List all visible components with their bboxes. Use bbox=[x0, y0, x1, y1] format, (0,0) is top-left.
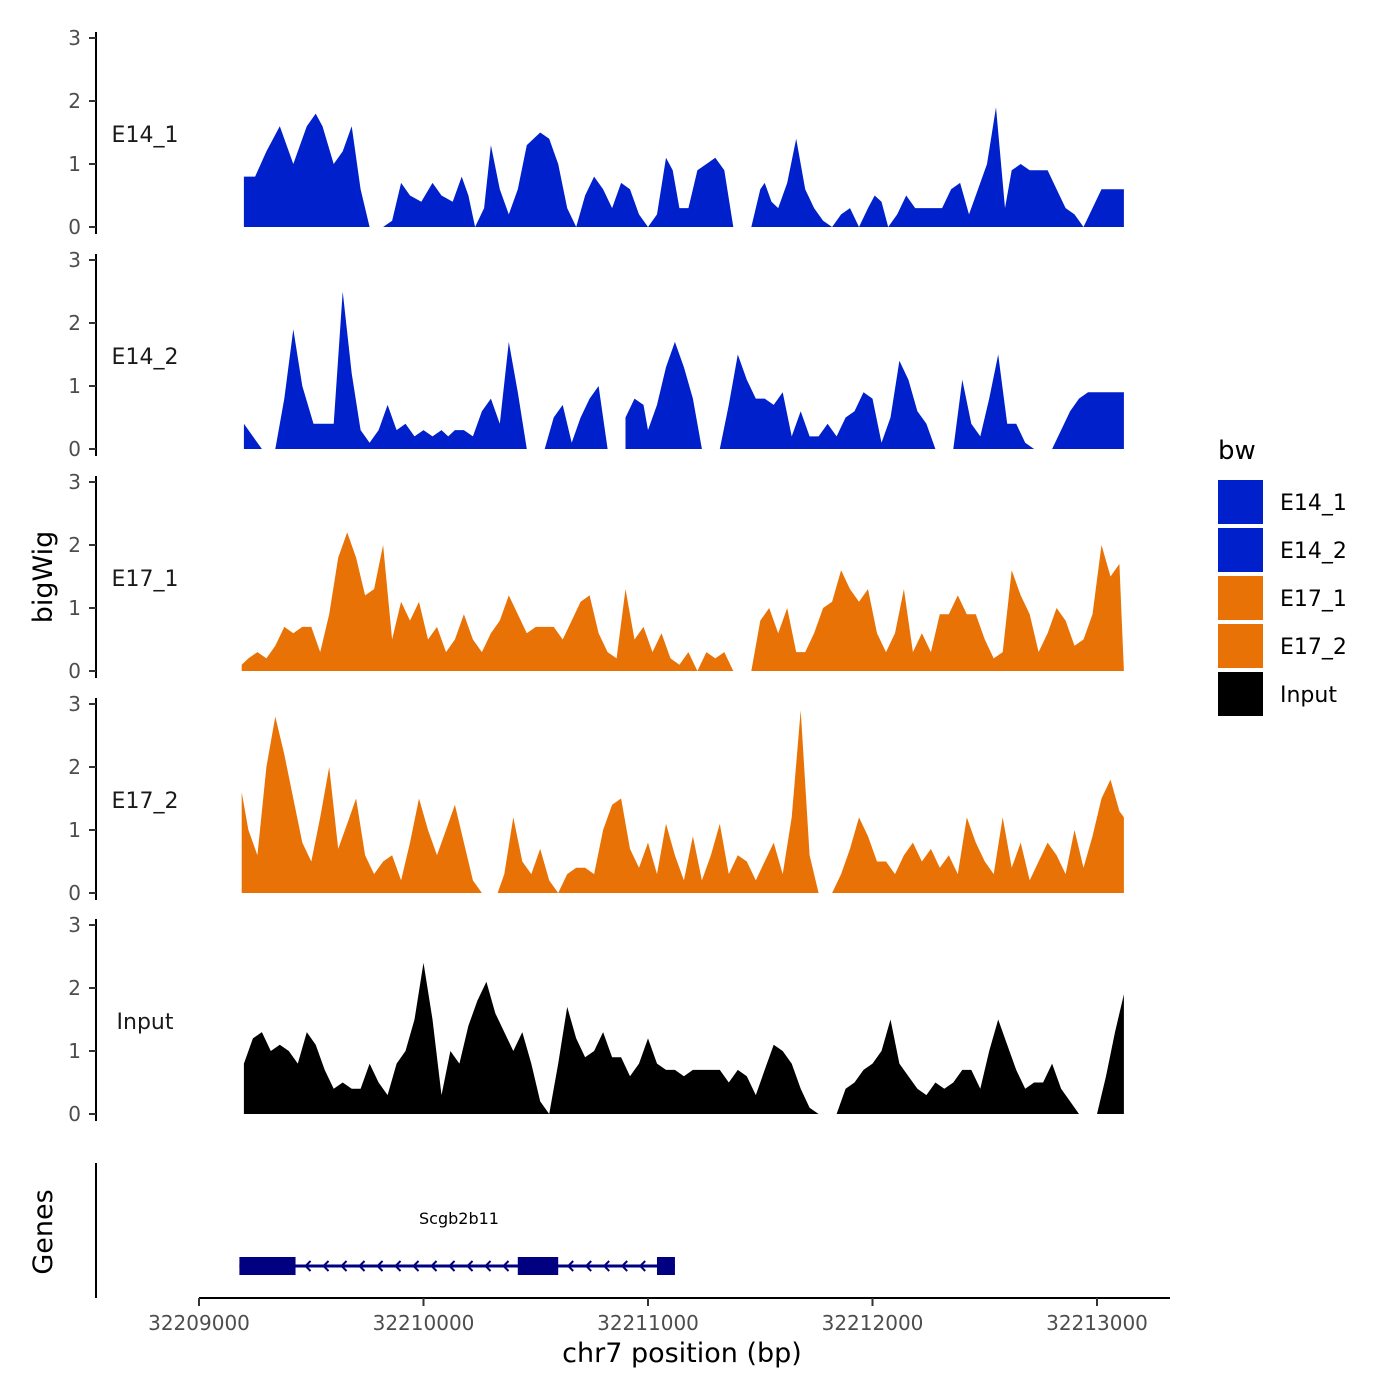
legend-label: E14_1 bbox=[1280, 491, 1347, 516]
y-tick-label: 0 bbox=[68, 659, 81, 683]
signal-area bbox=[241, 532, 734, 671]
track-label: Input bbox=[117, 1010, 174, 1035]
strand-arrow bbox=[412, 1260, 420, 1272]
signal-area bbox=[497, 710, 819, 893]
legend-label: E17_2 bbox=[1280, 635, 1347, 660]
y-tick-label: 3 bbox=[68, 913, 81, 937]
y-tick-label: 0 bbox=[68, 1102, 81, 1126]
strand-arrow bbox=[502, 1260, 510, 1272]
track-e14-1: 0 1 2 3 E14_1 bbox=[68, 26, 1124, 239]
signal-area bbox=[832, 779, 1124, 893]
gene-exon bbox=[239, 1257, 296, 1275]
legend: bw E14_1 E14_2 E17_1 E17_2 Input bbox=[1218, 436, 1347, 716]
track-e17-2: 0 1 2 3 E17_2 bbox=[68, 692, 1124, 905]
x-axis: chr7 position (bp) 32209000 32210000 32211… bbox=[148, 1297, 1170, 1369]
signal-area bbox=[719, 354, 936, 449]
legend-label: E14_2 bbox=[1280, 539, 1347, 564]
signal-area bbox=[383, 132, 734, 227]
strand-arrow bbox=[304, 1260, 312, 1272]
signal-area bbox=[1052, 392, 1124, 449]
x-tick-label: 32209000 bbox=[148, 1311, 250, 1335]
y-tick-label: 2 bbox=[68, 533, 81, 557]
gene-track: Genes Scgb2b11 bbox=[28, 1163, 675, 1298]
y-tick-label: 2 bbox=[68, 755, 81, 779]
track-label: E14_1 bbox=[112, 123, 179, 148]
legend-swatch bbox=[1218, 576, 1263, 620]
y-tick-label: 3 bbox=[68, 26, 81, 50]
x-tick-label: 32211000 bbox=[597, 1311, 699, 1335]
y-tick-label: 0 bbox=[68, 215, 81, 239]
track-e14-2: 0 1 2 3 E14_2 bbox=[68, 248, 1124, 461]
gene-track-label: Genes bbox=[28, 1189, 59, 1274]
signal-area bbox=[243, 113, 370, 227]
signal-area bbox=[836, 1019, 1079, 1114]
y-tick-label: 2 bbox=[68, 976, 81, 1000]
signal-area bbox=[953, 354, 1035, 449]
x-tick-label: 32212000 bbox=[822, 1311, 924, 1335]
y-tick-label: 2 bbox=[68, 89, 81, 113]
legend-swatch bbox=[1218, 624, 1263, 668]
signal-area bbox=[241, 716, 482, 893]
strand-arrow bbox=[376, 1260, 384, 1272]
y-tick-label: 0 bbox=[68, 437, 81, 461]
strand-arrow bbox=[484, 1260, 492, 1272]
strand-arrow bbox=[394, 1260, 402, 1272]
x-axis-title: chr7 position (bp) bbox=[562, 1338, 802, 1369]
legend-swatch bbox=[1218, 672, 1263, 716]
x-tick-label: 32213000 bbox=[1046, 1311, 1148, 1335]
y-tick-label: 1 bbox=[68, 818, 81, 842]
y-tick-label: 1 bbox=[68, 1039, 81, 1063]
signal-area bbox=[625, 341, 702, 449]
strand-arrow bbox=[602, 1260, 610, 1272]
signal-area bbox=[243, 423, 262, 449]
x-tick-label: 32210000 bbox=[373, 1311, 475, 1335]
signal-area bbox=[751, 545, 1124, 671]
strand-arrow bbox=[358, 1260, 366, 1272]
strand-arrow bbox=[620, 1260, 628, 1272]
strand-arrow bbox=[430, 1260, 438, 1272]
track-e17-1: 0 1 2 3 E17_1 bbox=[68, 470, 1124, 683]
strand-arrow bbox=[566, 1260, 574, 1272]
y-tick-label: 1 bbox=[68, 152, 81, 176]
strand-arrow bbox=[340, 1260, 348, 1272]
gene-exon bbox=[656, 1257, 675, 1275]
signal-area bbox=[1097, 994, 1124, 1114]
signal-area bbox=[243, 962, 819, 1114]
strand-arrow bbox=[322, 1260, 330, 1272]
signal-area bbox=[544, 386, 608, 449]
gene-name-label: Scgb2b11 bbox=[419, 1209, 499, 1228]
legend-swatch bbox=[1218, 480, 1263, 524]
strand-arrow bbox=[466, 1260, 474, 1272]
gene-exon bbox=[517, 1257, 559, 1275]
signal-area bbox=[751, 107, 1124, 227]
y-tick-label: 0 bbox=[68, 881, 81, 905]
y-tick-label: 3 bbox=[68, 248, 81, 272]
legend-label: Input bbox=[1280, 683, 1337, 708]
strand-arrow bbox=[584, 1260, 592, 1272]
y-tick-label: 1 bbox=[68, 596, 81, 620]
signal-area bbox=[275, 291, 527, 449]
strand-arrow bbox=[638, 1260, 646, 1272]
y-tick-label: 3 bbox=[68, 470, 81, 494]
y-tick-label: 1 bbox=[68, 374, 81, 398]
track-input: 0 1 2 3 Input bbox=[68, 913, 1124, 1126]
track-label: E17_1 bbox=[112, 567, 179, 592]
strand-arrow bbox=[448, 1260, 456, 1272]
legend-title: bw bbox=[1218, 436, 1256, 466]
legend-swatch bbox=[1218, 528, 1263, 572]
y-tick-label: 2 bbox=[68, 311, 81, 335]
track-label: E14_2 bbox=[112, 345, 179, 370]
gene-model bbox=[239, 1257, 675, 1275]
y-axis-title: bigWig bbox=[28, 531, 59, 624]
signal-tracks: 0 1 2 3 E14_1 0 1 2 3 E14_2 0 1 2 3 E17_1 0 1 2 3 E17_2 0 1 2 3… bbox=[68, 26, 1124, 1126]
legend-label: E17_1 bbox=[1280, 587, 1347, 612]
track-label: E17_2 bbox=[112, 789, 179, 814]
y-tick-label: 3 bbox=[68, 692, 81, 716]
